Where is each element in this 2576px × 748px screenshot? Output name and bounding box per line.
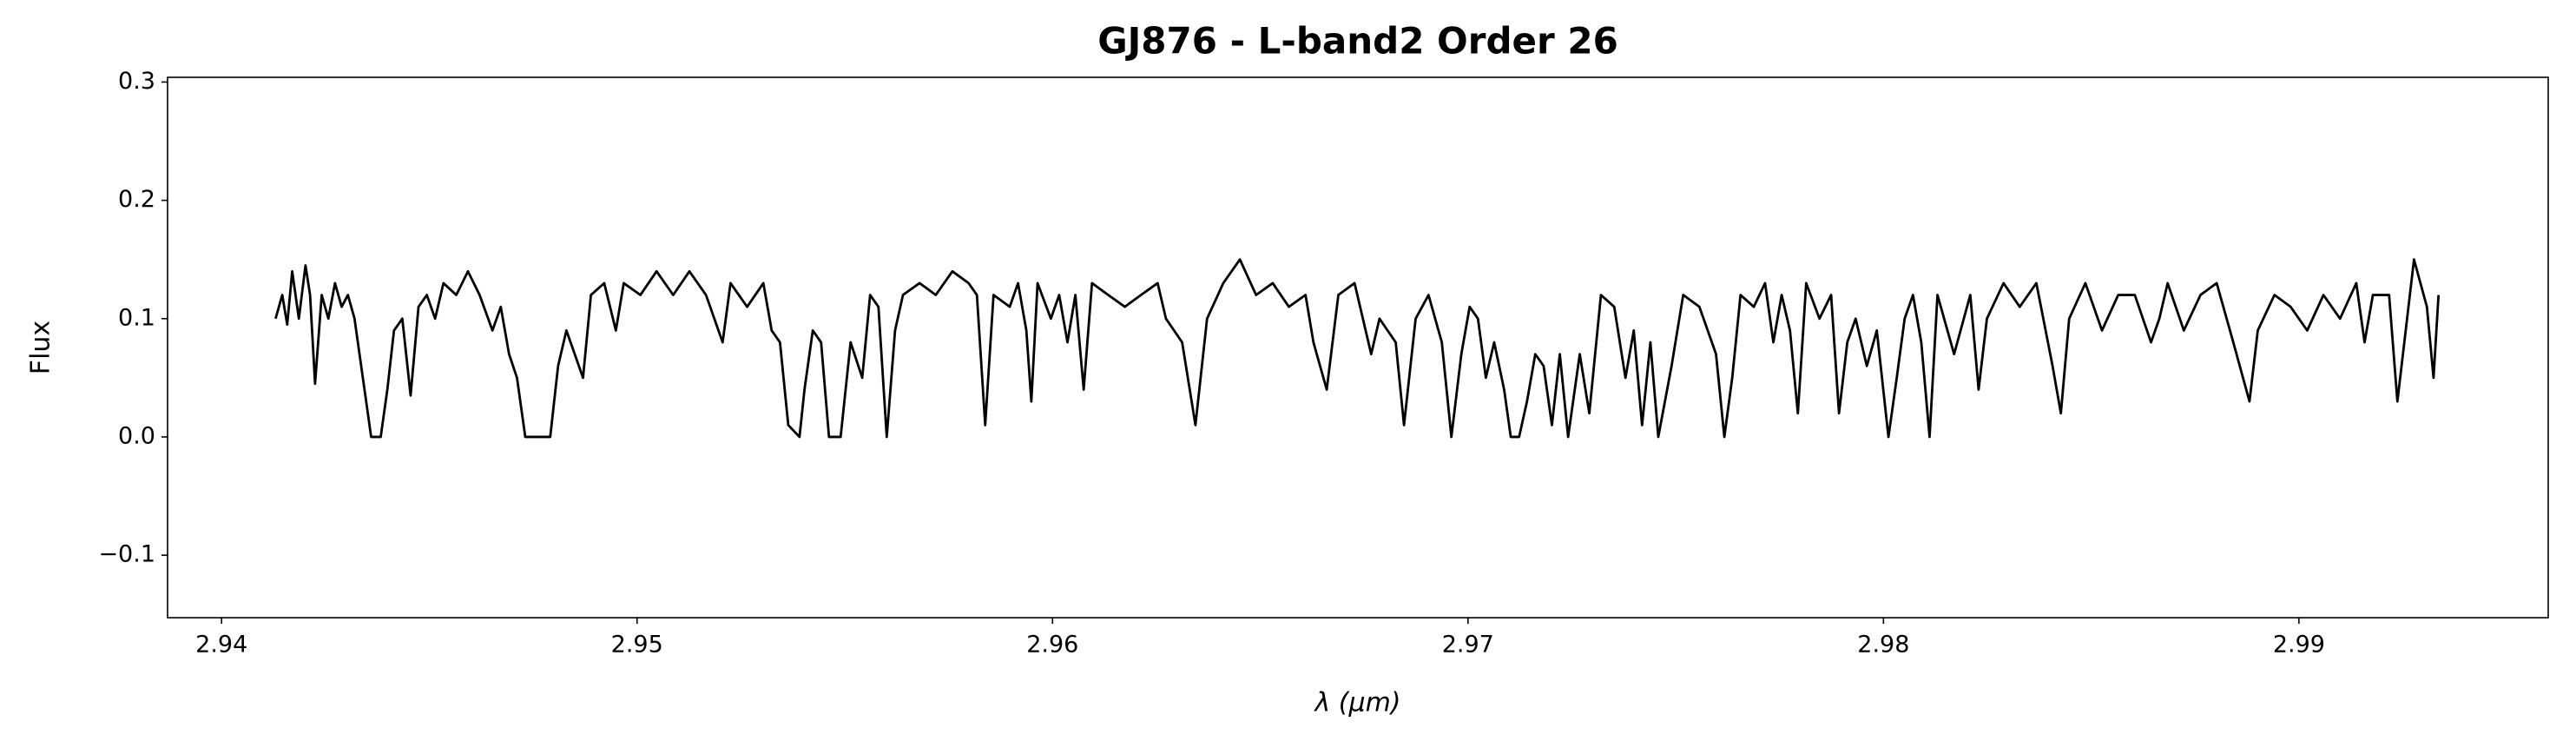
y-tick-label: −0.1: [98, 541, 155, 568]
plot-frame: [167, 76, 2549, 619]
x-tick-label: 2.99: [2273, 632, 2325, 659]
y-tick-label: 0.1: [118, 304, 155, 331]
x-tick-label: 2.95: [611, 632, 663, 659]
x-tick-label: 2.96: [1026, 632, 1078, 659]
y-tick-label: 0.2: [118, 186, 155, 213]
spectrum-line: [274, 258, 2441, 439]
y-tick-label: 0.3: [118, 68, 155, 95]
chart-title: GJ876 - L-band2 Order 26: [1097, 20, 1618, 63]
x-tick-label: 2.94: [195, 632, 247, 659]
y-axis-label: Flux: [26, 321, 56, 374]
x-axis-label: λ (μm): [1313, 688, 1400, 718]
x-tick-label: 2.97: [1442, 632, 1494, 659]
x-tick-label: 2.98: [1857, 632, 1909, 659]
y-tick-label: 0.0: [118, 422, 155, 449]
